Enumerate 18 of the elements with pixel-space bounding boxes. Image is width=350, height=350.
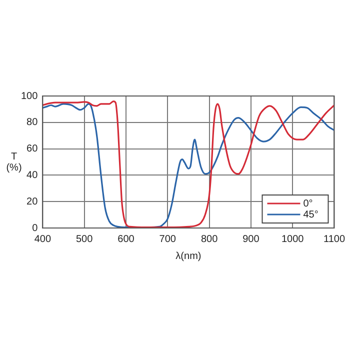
x-axis-title: λ(nm): [176, 250, 202, 262]
y-tick-label: 40: [26, 170, 38, 181]
y-tick-label: 0: [32, 222, 38, 234]
y-tick-label: 20: [26, 196, 38, 208]
y-tick-label: 100: [20, 90, 38, 102]
x-tick-label: 900: [242, 234, 260, 245]
x-tick-label: 1100: [323, 234, 346, 245]
legend-label: 45°: [303, 209, 318, 220]
y-axis-title: T (%): [6, 151, 22, 174]
x-tick-label: 600: [118, 234, 135, 245]
legend-label: 0°: [303, 198, 313, 210]
y-tick-label: 80: [26, 117, 38, 128]
x-tick-label: 800: [200, 234, 218, 245]
x-tick-label: 700: [159, 234, 176, 245]
y-tick-label: 60: [26, 144, 38, 155]
x-tick-label: 500: [76, 234, 94, 245]
x-tick-label: 400: [34, 234, 52, 245]
x-tick-label: 1000: [281, 234, 304, 245]
